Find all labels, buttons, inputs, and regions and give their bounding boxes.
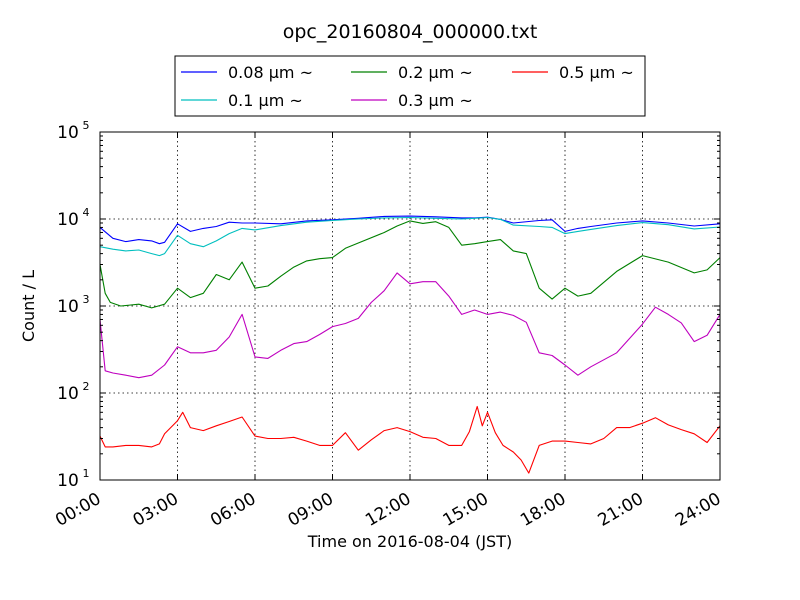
series-line-3 <box>99 272 721 379</box>
chart-title: opc_20160804_000000.txt <box>283 21 538 43</box>
x-tick-label: 00:00 <box>52 489 104 531</box>
series-line-4 <box>99 405 721 474</box>
x-tick-label: 21:00 <box>595 489 647 531</box>
y-tick-label: 10 4 <box>57 206 89 230</box>
y-tick-base: 10 <box>57 297 79 317</box>
legend-item: 0.3 μm ~ <box>351 91 473 110</box>
x-tick-label: 15:00 <box>440 489 492 531</box>
y-tick-label: 10 2 <box>57 380 89 404</box>
legend-item: 0.1 μm ~ <box>181 91 303 110</box>
x-axis-label: Time on 2016-08-04 (JST) <box>307 532 512 551</box>
x-tick-label: 06:00 <box>207 489 259 531</box>
legend-item: 0.5 μm ~ <box>512 63 634 82</box>
y-axis-label: Count / L <box>19 270 38 342</box>
x-tick-label: 24:00 <box>672 489 724 531</box>
series-line-1 <box>99 216 721 257</box>
y-tick-exponent: 1 <box>83 467 90 480</box>
series-lines <box>99 215 721 474</box>
y-tick-labels: 10 1 10 2 10 3 10 4 10 5 <box>57 119 89 491</box>
legend-item: 0.08 μm ~ <box>181 63 313 82</box>
y-tick-base: 10 <box>57 210 79 230</box>
y-tick-label: 10 3 <box>57 293 89 317</box>
y-tick-exponent: 2 <box>83 380 90 393</box>
legend-label: 0.5 μm ~ <box>559 63 634 82</box>
legend-label: 0.3 μm ~ <box>398 91 473 110</box>
y-tick-label: 10 5 <box>57 119 89 143</box>
y-tick-base: 10 <box>57 123 79 143</box>
legend-label: 0.2 μm ~ <box>398 63 473 82</box>
x-tick-label: 09:00 <box>285 489 337 531</box>
legend-item: 0.2 μm ~ <box>351 63 473 82</box>
axis-ticks <box>99 131 721 481</box>
x-tick-label: 18:00 <box>517 489 569 531</box>
legend-label: 0.08 μm ~ <box>228 63 313 82</box>
y-tick-label: 10 1 <box>57 467 89 491</box>
legend: 0.08 μm ~ 0.1 μm ~ 0.2 μm ~ 0.3 μm ~ 0.5 μm … <box>174 55 646 117</box>
y-tick-base: 10 <box>57 471 79 491</box>
y-tick-exponent: 5 <box>83 119 90 132</box>
x-tick-label: 12:00 <box>362 489 414 531</box>
legend-label: 0.1 μm ~ <box>228 91 303 110</box>
y-tick-exponent: 3 <box>83 293 90 306</box>
x-tick-label: 03:00 <box>130 489 182 531</box>
series-line-0 <box>99 215 721 245</box>
x-tick-labels: 00:00 03:00 06:00 09:00 12:00 15:00 18:00 21:00… <box>52 489 724 531</box>
y-tick-exponent: 4 <box>83 206 90 219</box>
series-line-2 <box>99 220 721 309</box>
y-tick-base: 10 <box>57 384 79 404</box>
legend-box <box>174 55 646 117</box>
